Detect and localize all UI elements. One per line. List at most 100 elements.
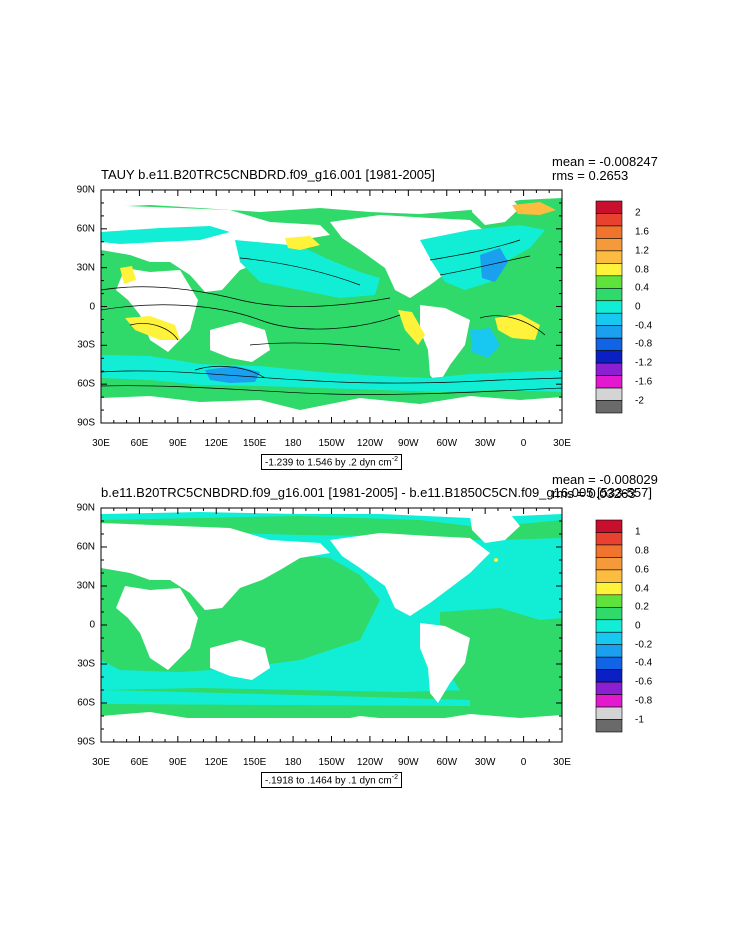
panel2-colorbar-swatch (595, 706, 623, 720)
panel1-x-tick-label: 60W (436, 438, 458, 449)
panel2-x-tick-label: 30W (474, 757, 496, 768)
panel1-mean: mean = -0.008247 (552, 154, 658, 169)
panel1-y-tick-label: 30S (77, 339, 95, 351)
panel1-x-tick-label: 90E (168, 438, 187, 449)
panel1-colorbar-label: 1.6 (635, 226, 649, 238)
panel2-range-text: -.1918 to .1464 by .1 dyn cm (265, 775, 392, 787)
panel2-x-tick-label: 60E (130, 757, 149, 768)
panel2-y-tick-label: 90S (77, 736, 95, 748)
panel2-colorbar-label: -0.6 (635, 676, 653, 688)
panel2-colorbar-swatch (595, 681, 623, 695)
panel2-x-tick-label: 120W (356, 757, 383, 768)
panel1-x-tick-label: 60E (130, 438, 149, 449)
panel1-colorbar-label: 2 (635, 207, 641, 219)
panel2-colorbar-label: -0.4 (635, 657, 653, 669)
panel1-colorbar-swatch (595, 275, 623, 289)
panel2-colorbar (595, 519, 623, 733)
panel1-y-tick-label: 60N (76, 223, 95, 235)
panel1-colorbar-swatch (595, 400, 623, 414)
panel2-x-tick-label: 60W (436, 757, 458, 768)
panel1-colorbar-swatch (595, 337, 623, 351)
panel1-x-tick-label: 30E (553, 438, 571, 449)
panel2-colorbar-swatch (595, 644, 623, 658)
panel2-x-tick-label: 30E (92, 757, 110, 768)
panel2-colorbar-swatch (595, 544, 623, 558)
panel1-colorbar-swatch (595, 387, 623, 401)
panel1-x-tick-label: 90W (398, 438, 419, 449)
panel1-x-tick-label: 150E (242, 438, 267, 449)
panel2-x-tick-label: 150W (318, 757, 345, 768)
panel1-colorbar-swatch (595, 213, 623, 227)
panel1-title: TAUY b.e11.B20TRC5CNBDRD.f09_g16.001 [19… (101, 167, 435, 182)
panel2-colorbar-label: 0.8 (635, 545, 649, 557)
panel2-title: b.e11.B20TRC5CNBDRD.f09_g16.001 [1981-20… (101, 485, 652, 500)
panel2-colorbar-swatch (595, 694, 623, 708)
panel1-colorbar-swatch (595, 362, 623, 376)
panel2-colorbar-label: 0.4 (635, 583, 649, 595)
panel1-y-tick-label: 60S (77, 378, 95, 390)
panel1-colorbar-label: 0 (635, 301, 641, 313)
panel1-colorbar-swatch (595, 263, 623, 277)
panel1-rms: rms = 0.2653 (552, 168, 629, 183)
panel1-colorbar-label: -0.4 (635, 320, 653, 332)
panel2-x-tick-label: 0 (520, 757, 527, 768)
panel2-colorbar-swatch (595, 569, 623, 583)
panel1-colorbar-swatch (595, 200, 623, 214)
panel1-colorbar (595, 200, 623, 414)
panel2-colorbar-label: 0 (635, 620, 641, 632)
panel1-colorbar-label: -1.6 (635, 376, 653, 388)
panel1-colorbar-swatch (595, 250, 623, 264)
panel1-map (100, 189, 563, 424)
panel1-x-tick-label: 180 (284, 438, 302, 449)
panel2-colorbar-swatch (595, 557, 623, 571)
panel1-colorbar-swatch (595, 312, 623, 327)
panel1-y-tick-label: 30N (76, 262, 95, 274)
panel2-colorbar-label: 0.6 (635, 564, 649, 576)
panel2-colorbar-label: -0.2 (635, 639, 653, 651)
panel1-colorbar-swatch (595, 300, 623, 314)
panel1-y-tick-label: 0 (89, 301, 95, 312)
axis-ticks (100, 189, 563, 743)
panel1-colorbar-swatch (595, 325, 623, 339)
panel2-y-tick-label: 60S (77, 697, 95, 709)
panel2-x-tick-label: 90E (168, 757, 187, 768)
panel2-colorbar-swatch (595, 606, 623, 621)
panel2-colorbar-swatch (595, 519, 623, 533)
panel2-y-tick-label: 90N (76, 502, 95, 514)
panel2-y-tick-label: 30S (77, 658, 95, 670)
panel2-mean: mean = -0.008029 (552, 472, 658, 487)
panel2-y-tick-label: 60N (76, 541, 95, 553)
panel2-colorbar-label: -1 (635, 714, 644, 726)
panel1-colorbar-swatch (595, 375, 623, 389)
panel1-colorbar-label: -2 (635, 395, 644, 407)
panel2-colorbar-swatch (595, 669, 623, 683)
panel1-x-tick-label: 120E (204, 438, 228, 449)
panel2-rms: rms = 0.03263 (552, 486, 636, 501)
panel1-range-text: -1.239 to 1.546 by .2 dyn cm (265, 457, 392, 469)
panel1-colorbar-swatch (595, 350, 623, 364)
panel2-colorbar-label: 1 (635, 526, 641, 538)
panel2-x-tick-label: 150E (242, 757, 267, 768)
panel1-colorbar-label: -1.2 (635, 357, 653, 369)
panel2-map (100, 507, 563, 743)
panel1-x-tick-label: 150W (318, 438, 345, 449)
panel2-colorbar-swatch (595, 582, 623, 596)
panel2-colorbar-swatch (595, 594, 623, 608)
panel1-range: -1.239 to 1.546 by .2 dyn cm-2 (261, 454, 402, 471)
panel2-colorbar-swatch (595, 532, 623, 546)
panel2-colorbar-label: -0.8 (635, 695, 653, 707)
panel1-colorbar-label: 1.2 (635, 245, 649, 257)
panel1-x-tick-label: 30E (92, 438, 110, 449)
panel1-x-tick-label: 30W (474, 438, 496, 449)
panel1-colorbar-swatch (595, 225, 623, 239)
panel1-colorbar-label: -0.8 (635, 338, 653, 350)
panel2-colorbar-swatch (595, 719, 623, 733)
panel2-range: -.1918 to .1464 by .1 dyn cm-2 (261, 772, 402, 789)
panel2-colorbar-swatch (595, 656, 623, 670)
panel2-colorbar-label: 0.2 (635, 601, 649, 613)
panel1-y-tick-label: 90S (77, 417, 95, 429)
panel1-x-tick-label: 0 (520, 438, 527, 449)
panel1-colorbar-swatch (595, 287, 623, 302)
panel1-colorbar-label: 0.4 (635, 282, 649, 294)
panel2-y-tick-label: 0 (89, 619, 95, 631)
